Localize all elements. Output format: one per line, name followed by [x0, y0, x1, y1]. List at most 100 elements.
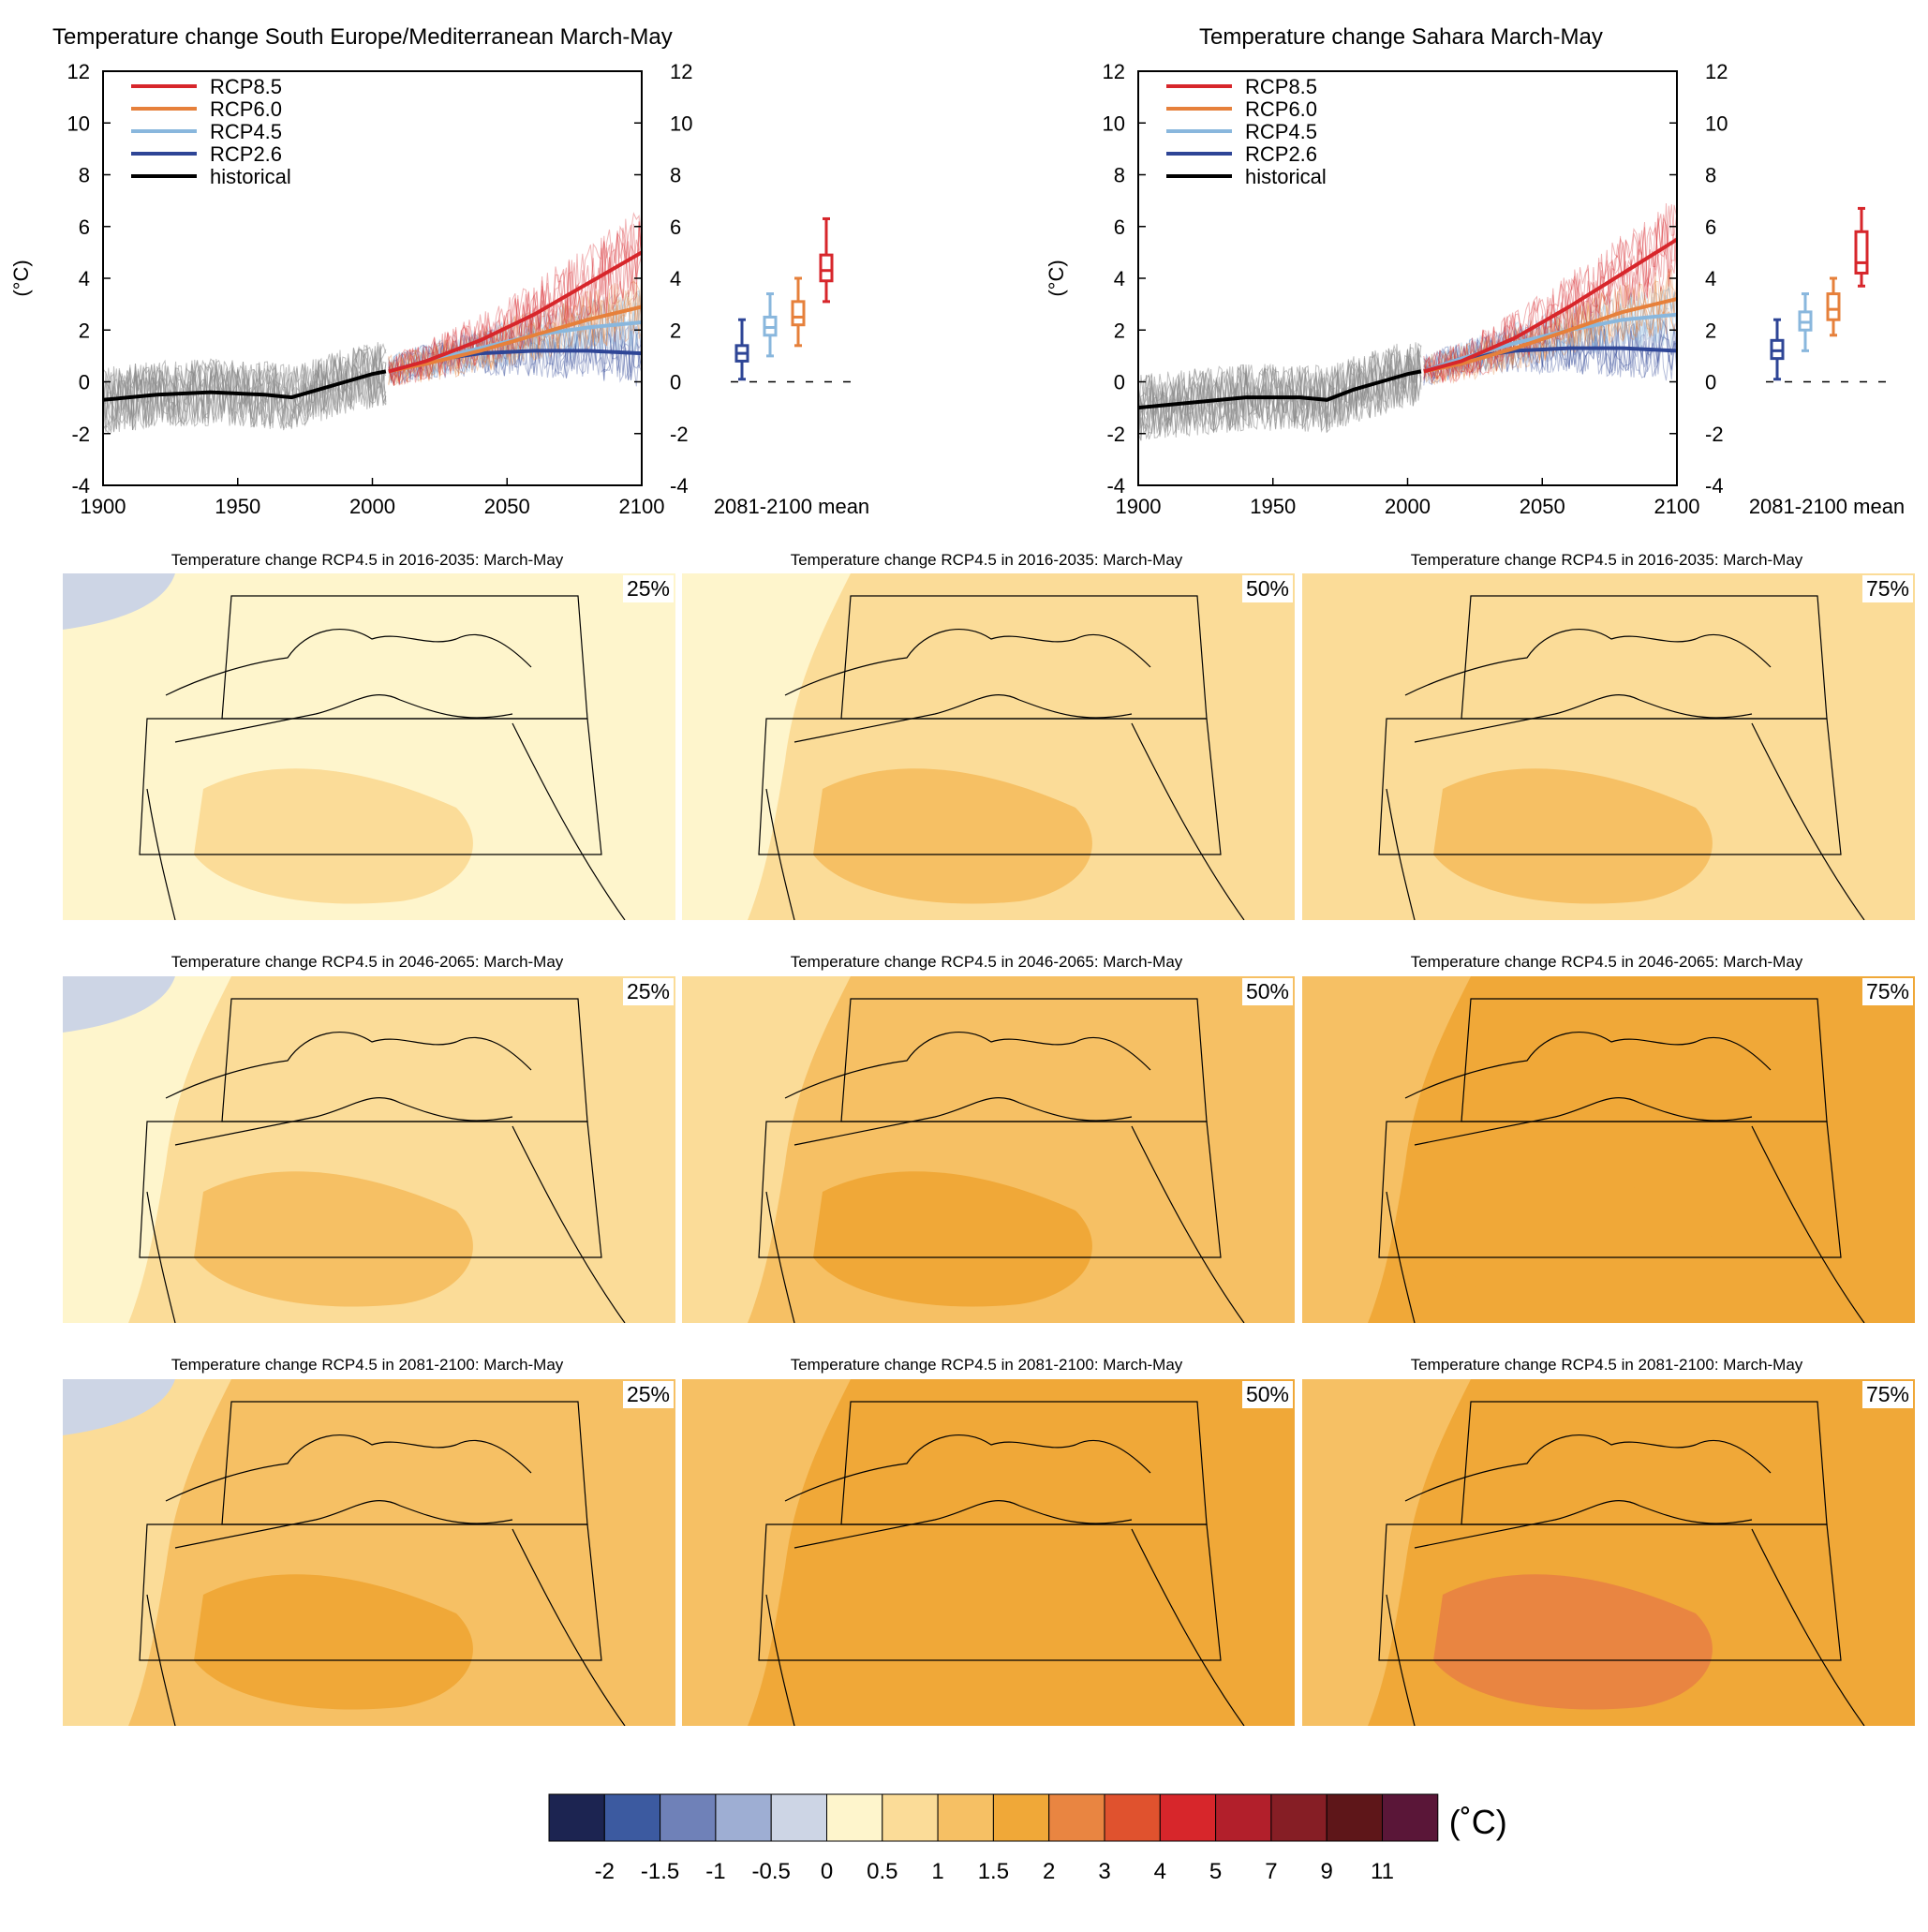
colorbar-bin: [548, 1793, 605, 1842]
colorbar-bin: [770, 1793, 828, 1842]
colorbar-tick-label: 11: [1371, 1859, 1394, 1884]
colorbar-tick-label: 2: [1043, 1859, 1055, 1884]
ytick-label-left: 4: [1114, 267, 1125, 290]
mean-line-rcp60: [388, 305, 643, 374]
coastline: [1386, 629, 1865, 920]
xtick-label: 1950: [215, 495, 260, 518]
boxplot-rcp26: [734, 318, 749, 381]
coastline: [146, 1032, 626, 1323]
map-svg: [682, 573, 1295, 920]
map-svg: [682, 976, 1295, 1323]
colorbar-bin: [1382, 1793, 1439, 1842]
legend-label-historical: historical: [1245, 165, 1327, 188]
ensemble-line-rcp85: [388, 221, 643, 386]
map-svg: [682, 1379, 1295, 1726]
map-panel-2016-2035-50pct: 50%: [682, 573, 1295, 920]
ytick-label-left: 8: [79, 164, 90, 187]
box-iqr: [791, 300, 806, 327]
ytick-label-right: 10: [670, 111, 692, 135]
chart-title-sahara: Temperature change Sahara March-May: [1199, 24, 1603, 50]
map-panel-2046-2065-50pct: 50%: [682, 976, 1295, 1323]
map-title: Temperature change RCP4.5 in 2081-2100: …: [1410, 1356, 1803, 1374]
ensemble-line-rcp85: [1423, 202, 1678, 382]
box-iqr: [1826, 292, 1841, 321]
xtick-label: 2050: [484, 495, 530, 518]
ensemble-line-rcp85: [388, 211, 643, 386]
ytick-label-right: 8: [1705, 164, 1716, 187]
ytick-label-right: 6: [1705, 215, 1716, 239]
ytick-label-left: 2: [79, 319, 90, 342]
map-field-sahara: [813, 1171, 1092, 1307]
xtick-label: 2000: [1385, 495, 1431, 518]
colorbar-tick-label: -1: [705, 1859, 725, 1884]
map-field-west: [1302, 976, 1471, 1323]
coastline: [146, 629, 626, 920]
legend-label-rcp45: RCP4.5: [210, 120, 282, 143]
ytick-label-left: -2: [71, 423, 90, 446]
colorbar-tick-label: 3: [1098, 1859, 1110, 1884]
colorbar-tick-label: -1.5: [641, 1859, 679, 1884]
map-svg: [63, 573, 675, 920]
colorbar-bin: [1270, 1793, 1327, 1842]
colorbar-tick-label: 4: [1154, 1859, 1166, 1884]
colorbar-bin: [826, 1793, 883, 1842]
xtick-label: 1900: [81, 495, 126, 518]
ytick-label-left: 12: [1103, 60, 1125, 83]
mean-line-rcp85: [1423, 237, 1679, 374]
xtick-label: 1900: [1116, 495, 1162, 518]
percentile-label: 75%: [1861, 575, 1913, 602]
region-box-sahara: [139, 718, 602, 855]
coastline: [1386, 1434, 1865, 1726]
boxplot-rcp45: [1798, 292, 1813, 352]
ensemble-line-rcp26: [388, 324, 643, 384]
region-box-sahara: [758, 1121, 1222, 1258]
map-title: Temperature change RCP4.5 in 2046-2065: …: [171, 953, 564, 971]
ensemble-line-rcp60: [388, 275, 643, 386]
map-field-sahara: [194, 1574, 473, 1710]
map-field-west: [1302, 1379, 1471, 1726]
percentile-label: 50%: [1241, 575, 1293, 602]
region-box-sahara: [1378, 1523, 1842, 1661]
map-title: Temperature change RCP4.5 in 2016-2035: …: [171, 551, 564, 569]
coastline: [765, 629, 1245, 920]
box-label: 2081-2100 mean: [714, 495, 869, 518]
map-title: Temperature change RCP4.5 in 2081-2100: …: [790, 1356, 1183, 1374]
map-panel-2016-2035-25pct: 25%: [63, 573, 675, 920]
colorbar-bin: [1159, 1793, 1217, 1842]
boxplot-rcp85: [819, 216, 834, 304]
ensemble-line-rcp45: [1423, 285, 1678, 380]
boxplot-rcp26: [1770, 318, 1785, 381]
map-field-west: [682, 573, 851, 920]
map-title: Temperature change RCP4.5 in 2046-2065: …: [1410, 953, 1803, 971]
ensemble-line-rcp60: [1423, 266, 1678, 384]
ensemble-line-historical: [1137, 344, 1422, 438]
ensemble-line-rcp45: [388, 292, 643, 384]
mean-line-rcp60: [1423, 297, 1678, 374]
percentile-label: 50%: [1241, 978, 1293, 1005]
map-field-sahara: [1433, 1574, 1713, 1710]
region-box-sahara: [758, 1523, 1222, 1661]
legend-label-rcp85: RCP8.5: [210, 75, 282, 98]
colorbar-tick-label: 1.5: [978, 1859, 1009, 1884]
ytick-label-right: 4: [1705, 267, 1716, 290]
ytick-label-left: 2: [1114, 319, 1125, 342]
mean-line-historical: [102, 369, 387, 402]
ytick-label-left: 0: [1114, 371, 1125, 394]
ytick-label-right: 10: [1705, 111, 1728, 135]
y-axis-label: (°C): [1045, 260, 1068, 296]
region-box-sahara: [1378, 1121, 1842, 1258]
percentile-label: 75%: [1861, 978, 1913, 1005]
colorbar-tick-label: 0.5: [867, 1859, 897, 1884]
ytick-label-left: -2: [1106, 423, 1125, 446]
boxplot-rcp45: [763, 292, 778, 358]
ensemble-line-rcp45: [388, 290, 643, 381]
colorbar-tick-label: 1: [931, 1859, 943, 1884]
legend-label-rcp26: RCP2.6: [210, 142, 282, 166]
ytick-label-right: 12: [670, 60, 692, 83]
map-field-sahara: [813, 768, 1092, 904]
map-field-west: [682, 976, 851, 1323]
xtick-label: 2100: [619, 495, 665, 518]
colorbar-bin: [1104, 1793, 1161, 1842]
ytick-label-left: 8: [1114, 164, 1125, 187]
map-field-sahara: [194, 768, 473, 904]
